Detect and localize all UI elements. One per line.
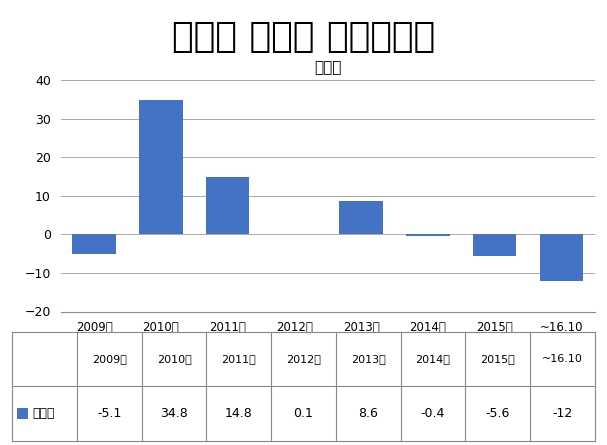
Title: 증감률: 증감률 xyxy=(314,60,342,75)
Text: -0.4: -0.4 xyxy=(421,407,445,420)
Text: 14.8: 14.8 xyxy=(225,407,253,420)
Text: -12: -12 xyxy=(552,407,572,420)
Text: 0.1: 0.1 xyxy=(294,407,313,420)
Text: 34.8: 34.8 xyxy=(160,407,188,420)
Text: -5.1: -5.1 xyxy=(97,407,121,420)
Bar xyxy=(406,235,450,236)
Text: 2010년: 2010년 xyxy=(157,354,191,364)
Text: ~16.10: ~16.10 xyxy=(542,354,583,364)
Bar xyxy=(206,177,249,235)
Text: 2014년: 2014년 xyxy=(416,354,450,364)
Bar xyxy=(72,235,116,254)
Text: 2015년: 2015년 xyxy=(480,354,515,364)
Text: 2009년: 2009년 xyxy=(92,354,127,364)
Bar xyxy=(139,100,183,235)
Bar xyxy=(339,201,383,235)
Text: -5.6: -5.6 xyxy=(486,407,510,420)
Bar xyxy=(473,235,517,256)
Text: 2012년: 2012년 xyxy=(286,354,321,364)
Text: 2013년: 2013년 xyxy=(351,354,385,364)
Text: 8.6: 8.6 xyxy=(358,407,378,420)
Text: 한국의 대중국 수출증가율: 한국의 대중국 수출증가율 xyxy=(172,20,435,54)
Bar xyxy=(540,235,583,281)
Text: 2011년: 2011년 xyxy=(222,354,256,364)
Text: 증감률: 증감률 xyxy=(33,407,55,420)
